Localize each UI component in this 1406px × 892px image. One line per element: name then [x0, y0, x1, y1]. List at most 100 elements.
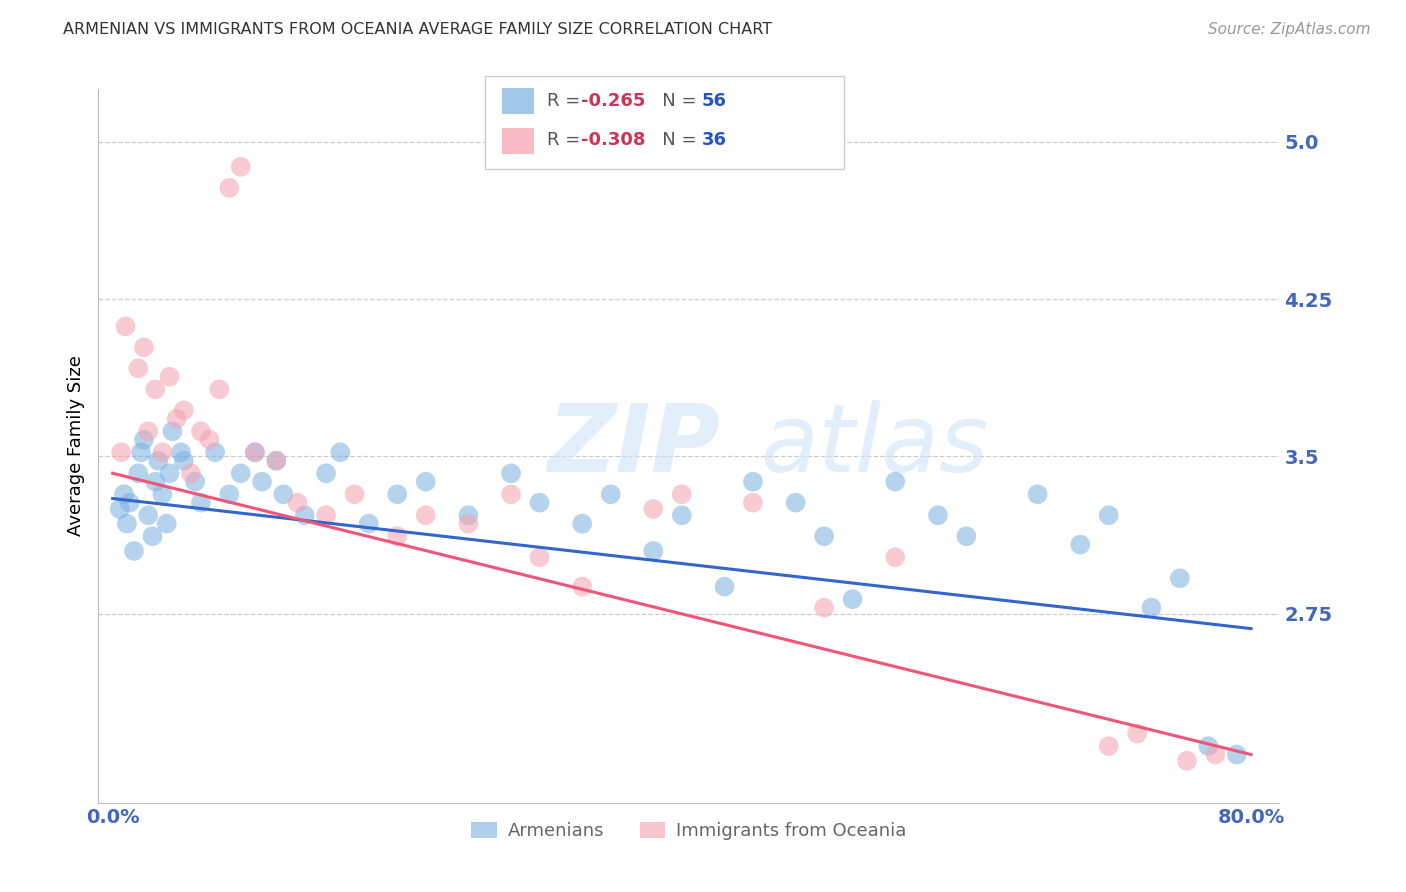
Point [184, 475, 207, 489]
Point [110, 445, 132, 459]
Text: ARMENIAN VS IMMIGRANTS FROM OCEANIA AVERAGE FAMILY SIZE CORRELATION CHART: ARMENIAN VS IMMIGRANTS FROM OCEANIA AVER… [63, 22, 772, 37]
Point [204, 445, 226, 459]
Point [112, 487, 135, 501]
Point [143, 475, 166, 489]
Point [229, 467, 252, 481]
Point [218, 487, 240, 501]
Point [415, 475, 437, 489]
Point [1126, 726, 1149, 740]
Point [143, 382, 166, 396]
Point [170, 445, 193, 459]
Point [599, 487, 621, 501]
Text: R =: R = [547, 131, 586, 149]
Point [287, 496, 309, 510]
Point [1098, 508, 1121, 523]
Point [785, 496, 807, 510]
Point [166, 411, 188, 425]
Point [813, 529, 835, 543]
Point [529, 496, 551, 510]
Point [387, 529, 409, 543]
Point [457, 508, 479, 523]
Point [713, 580, 735, 594]
Point [173, 403, 195, 417]
Point [208, 382, 231, 396]
Point [499, 467, 522, 481]
Text: 36: 36 [702, 131, 727, 149]
Point [266, 453, 288, 467]
Point [152, 445, 174, 459]
Point [671, 487, 693, 501]
Point [1168, 571, 1191, 585]
Point [273, 487, 295, 501]
Point [1204, 747, 1226, 762]
Point [571, 580, 593, 594]
Point [136, 508, 159, 523]
Point [955, 529, 977, 543]
Point [114, 319, 136, 334]
Point [387, 487, 409, 501]
Point [115, 516, 138, 531]
Point [1026, 487, 1049, 501]
Point [1226, 747, 1249, 762]
Point [294, 508, 316, 523]
Legend: Armenians, Immigrants from Oceania: Armenians, Immigrants from Oceania [464, 814, 914, 847]
Y-axis label: Average Family Size: Average Family Size [66, 356, 84, 536]
Point [671, 508, 693, 523]
Point [315, 508, 337, 523]
Point [243, 445, 266, 459]
Point [118, 496, 141, 510]
Point [159, 369, 181, 384]
Point [218, 181, 240, 195]
Point [152, 487, 174, 501]
Point [127, 467, 149, 481]
Point [571, 516, 593, 531]
Point [190, 496, 212, 510]
Point [813, 600, 835, 615]
Point [173, 453, 195, 467]
Text: N =: N = [645, 92, 703, 110]
Point [357, 516, 380, 531]
Point [159, 467, 181, 481]
Point [1140, 600, 1163, 615]
Text: 56: 56 [702, 92, 727, 110]
Text: Source: ZipAtlas.com: Source: ZipAtlas.com [1208, 22, 1371, 37]
Point [141, 529, 163, 543]
Point [643, 544, 665, 558]
Text: R =: R = [547, 92, 586, 110]
Point [329, 445, 352, 459]
Point [742, 475, 765, 489]
Text: ZIP: ZIP [547, 400, 720, 492]
Point [250, 475, 273, 489]
Point [156, 516, 179, 531]
Point [1069, 538, 1091, 552]
Text: atlas: atlas [759, 401, 988, 491]
Point [1197, 739, 1219, 753]
Point [499, 487, 522, 501]
Point [127, 361, 149, 376]
Point [415, 508, 437, 523]
Point [742, 496, 765, 510]
Point [122, 544, 145, 558]
Point [229, 160, 252, 174]
Point [266, 453, 288, 467]
Point [136, 425, 159, 439]
Point [884, 550, 907, 565]
Point [243, 445, 266, 459]
Point [1175, 754, 1198, 768]
Point [315, 467, 337, 481]
Point [190, 425, 212, 439]
Point [108, 502, 131, 516]
Text: N =: N = [645, 131, 703, 149]
Point [343, 487, 366, 501]
Text: -0.265: -0.265 [581, 92, 645, 110]
Point [148, 453, 170, 467]
Point [529, 550, 551, 565]
Point [162, 425, 184, 439]
Point [927, 508, 949, 523]
Point [841, 592, 863, 607]
Point [132, 340, 155, 354]
Text: -0.308: -0.308 [581, 131, 645, 149]
Point [132, 433, 155, 447]
Point [1098, 739, 1121, 753]
Point [643, 502, 665, 516]
